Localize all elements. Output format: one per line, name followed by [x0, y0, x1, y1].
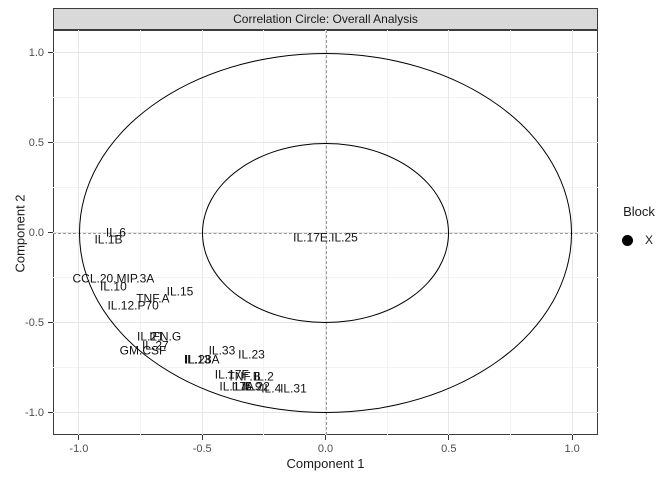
x-axis-title: Component 1 [286, 456, 365, 471]
y-tick-label: 0.0 [28, 226, 44, 239]
variable-label: IL.21 [137, 329, 164, 344]
y-tick-label: 1.0 [28, 46, 44, 59]
x-tick-label: 1.0 [564, 443, 580, 455]
correlation-circle-r0.5 [202, 142, 449, 323]
legend-key-label: X [645, 233, 654, 247]
variable-label: IL.6 [105, 225, 126, 239]
facet-strip: Correlation Circle: Overall Analysis [53, 8, 598, 30]
x-tick-label: -0.5 [192, 443, 212, 455]
x-tick-label: 0.5 [441, 443, 457, 455]
variable-label: GM.CSF [119, 343, 167, 358]
variable-label: IFN.G [149, 329, 182, 344]
legend: Block X [606, 204, 672, 247]
x-axis-tick [448, 435, 450, 440]
variable-label: IL.2 [253, 369, 274, 383]
variable-label: IL.10 [100, 279, 127, 293]
x-axis-tick [571, 435, 573, 440]
variable-label: IL.27 [141, 338, 169, 353]
variable-label: IL.31 [280, 381, 307, 396]
y-axis-tick [48, 412, 53, 413]
variable-label: IL.22 [243, 379, 270, 394]
variable-label: CCL.20.MIP.3A [72, 271, 155, 286]
x-axis-tick [325, 435, 326, 440]
variable-label: IL.33 [208, 343, 236, 358]
variable-label: TNF.B [227, 369, 261, 383]
plot-title: Correlation Circle: Overall Analysis [233, 12, 418, 26]
legend-title: Block [623, 204, 655, 219]
y-axis-tick [48, 322, 53, 323]
variable-label: IL.1B [94, 232, 123, 247]
y-tick-label: -1.0 [25, 406, 44, 419]
variable-label: IL.4 [261, 381, 282, 396]
variable-label: IL.5 [231, 379, 252, 394]
x-axis-tick [201, 435, 203, 440]
y-axis-tick [48, 52, 53, 53]
variable-label: IL.17F [214, 367, 249, 382]
variable-label: IL.13 [183, 352, 211, 367]
y-axis-tick [48, 232, 53, 233]
x-axis-tick [78, 435, 80, 440]
y-tick-label: 0.5 [28, 136, 44, 149]
y-tick-label: -0.5 [25, 316, 44, 329]
legend-point-icon [622, 234, 633, 246]
variable-label: IL.15 [166, 284, 194, 299]
variable-label: IL.23 [238, 347, 265, 362]
y-axis-tick [48, 142, 53, 143]
variable-label: TNF.A [136, 291, 170, 306]
variable-label: IL.12.P70 [107, 298, 159, 313]
variable-label: IL.28A [184, 352, 220, 367]
x-tick-label: 0.0 [317, 443, 334, 455]
variable-label: IL.9 [241, 379, 262, 394]
x-tick-label: -1.0 [69, 443, 89, 455]
correlation-circle-r1 [78, 52, 573, 413]
variable-label: IL.17E.IL.25 [293, 230, 358, 245]
variable-label: IL.17A [219, 379, 255, 394]
legend-key-row: X [606, 233, 672, 247]
